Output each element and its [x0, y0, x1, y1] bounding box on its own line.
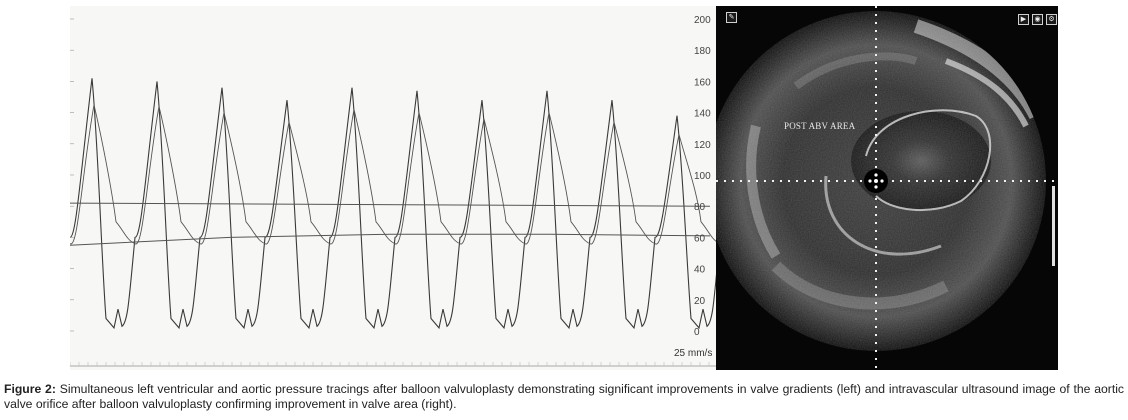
- ivus-image-panel: POST ABV AREA ✎ ▶ ◉ ⚙: [716, 6, 1058, 370]
- aortic-pressure-waveform: [70, 104, 720, 245]
- caption-text: Simultaneous left ventricular and aortic…: [4, 382, 1125, 411]
- ivus-area-label: POST ABV AREA: [784, 121, 856, 131]
- time-ruler: [70, 362, 720, 367]
- y-tick-label: 100: [694, 171, 711, 182]
- y-tick-label: 140: [694, 109, 711, 120]
- y-tick-label: 0: [694, 327, 700, 338]
- caption-prefix: Figure 2:: [4, 382, 56, 396]
- lv-pressure-waveform: [70, 78, 720, 330]
- y-tick-label: 200: [694, 15, 711, 26]
- paper-speed-label: 25 mm/s: [674, 348, 712, 359]
- pressure-tracing-panel: 200 180 160 140 120 100 80 60 40 20 0 25 mm/s: [70, 6, 720, 370]
- y-tick-label: 160: [694, 77, 711, 88]
- figure-caption: Figure 2: Simultaneous left ventricular …: [4, 382, 1124, 412]
- y-tick-label: 40: [694, 265, 706, 276]
- y-tick-label: 60: [694, 233, 706, 244]
- mean-aortic-line: [70, 233, 711, 246]
- mean-pressure-line: [70, 202, 711, 207]
- settings-icon: ⚙: [1046, 14, 1057, 25]
- play-icon: ▶: [1018, 14, 1029, 25]
- ivus-ultrasound-image: [716, 6, 1058, 370]
- pressure-waveforms: [70, 78, 720, 330]
- measure-tool-icon: ✎: [726, 12, 737, 23]
- camera-icon: ◉: [1032, 14, 1043, 25]
- y-tick-label: 80: [694, 202, 706, 213]
- y-tick-label: 20: [694, 296, 706, 307]
- y-tick-label: 120: [694, 140, 711, 151]
- y-tick-label: 180: [694, 46, 711, 57]
